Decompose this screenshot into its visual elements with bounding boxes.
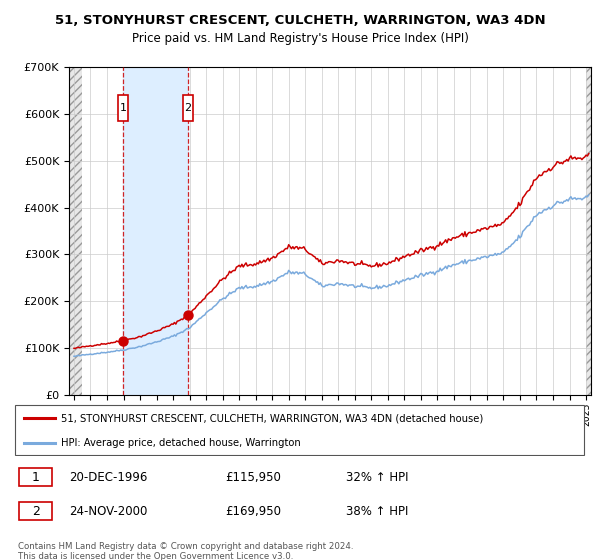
Bar (65, 67, 82, 395)
Text: 32% ↑ HPI: 32% ↑ HPI (346, 470, 409, 484)
Text: 1: 1 (119, 103, 127, 113)
Text: 20-DEC-1996: 20-DEC-1996 (70, 470, 148, 484)
FancyBboxPatch shape (118, 95, 128, 122)
Text: 24-NOV-2000: 24-NOV-2000 (70, 505, 148, 517)
Text: 51, STONYHURST CRESCENT, CULCHETH, WARRINGTON, WA3 4DN: 51, STONYHURST CRESCENT, CULCHETH, WARRI… (55, 14, 545, 27)
Text: £169,950: £169,950 (225, 505, 281, 517)
Text: 2: 2 (184, 103, 191, 113)
Text: 38% ↑ HPI: 38% ↑ HPI (346, 505, 409, 517)
Text: Contains HM Land Registry data © Crown copyright and database right 2024.
This d: Contains HM Land Registry data © Crown c… (18, 542, 353, 560)
Text: Price paid vs. HM Land Registry's House Price Index (HPI): Price paid vs. HM Land Registry's House … (131, 32, 469, 45)
Bar (123, 67, 188, 395)
Text: HPI: Average price, detached house, Warrington: HPI: Average price, detached house, Warr… (61, 438, 301, 448)
Text: 51, STONYHURST CRESCENT, CULCHETH, WARRINGTON, WA3 4DN (detached house): 51, STONYHURST CRESCENT, CULCHETH, WARRI… (61, 413, 483, 423)
FancyBboxPatch shape (19, 468, 52, 486)
FancyBboxPatch shape (15, 405, 584, 455)
Text: £115,950: £115,950 (225, 470, 281, 484)
Text: 2: 2 (32, 505, 40, 517)
FancyBboxPatch shape (182, 95, 193, 122)
Text: 1: 1 (32, 470, 40, 484)
Bar (586, 67, 595, 395)
FancyBboxPatch shape (19, 502, 52, 520)
